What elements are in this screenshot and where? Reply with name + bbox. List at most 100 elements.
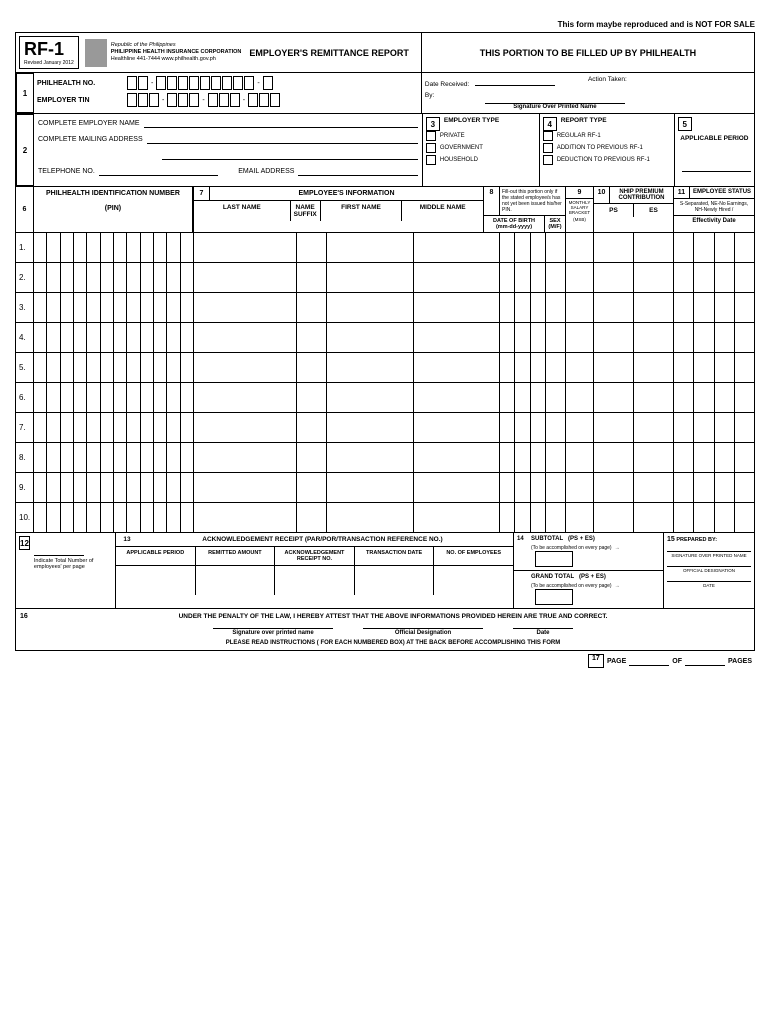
section-16-number: 16 [20, 613, 36, 646]
ack-receipt-label: ACKNOWLEDGEMENT RECEIPT (PAR/POR/TRANSAC… [135, 536, 510, 543]
employer-tin-input[interactable] [127, 93, 159, 107]
government-checkbox[interactable] [426, 143, 436, 153]
msb-label: MONTHLY SALARY BRACKET [566, 199, 593, 216]
section-15-number: 15 [667, 536, 675, 543]
applicable-period-label: APPLICABLE PERIOD [678, 135, 751, 142]
employee-row-8[interactable]: 8. [16, 442, 754, 472]
page-num-input[interactable] [629, 656, 669, 666]
date-line[interactable]: DATE [667, 581, 751, 588]
mailing-address-input[interactable] [147, 134, 418, 144]
sig-line-name[interactable]: Signature over printed name [213, 628, 333, 636]
employee-row-4[interactable]: 4. [16, 322, 754, 352]
subtotal-input[interactable] [535, 551, 573, 567]
employee-row-6[interactable]: 6. [16, 382, 754, 412]
deduction-checkbox[interactable] [543, 155, 553, 165]
section-1-number: 1 [16, 73, 34, 113]
form-code-box: RF-1 Revised January 2012 [19, 36, 79, 69]
section-8-number: 8 [484, 187, 500, 215]
section-6-number: 6 [16, 187, 34, 232]
section-2-number: 2 [16, 114, 34, 186]
section-11-number: 11 [674, 187, 690, 198]
ack-data-row[interactable] [116, 565, 513, 595]
employer-tin-label: EMPLOYER TIN [37, 97, 127, 104]
form-title: EMPLOYER'S REMITTANCE REPORT [249, 48, 408, 58]
email-label: EMAIL ADDRESS [238, 168, 294, 175]
dob-header: DATE OF BIRTH(mm-dd-yyyy) [484, 216, 545, 232]
employee-row-9[interactable]: 9. [16, 472, 754, 502]
es-header: ES [634, 204, 673, 217]
suffix-header: NAME SUFFIX [291, 201, 321, 221]
section-17-number: 17 [588, 654, 604, 668]
middle-name-header: MIDDLE NAME [402, 201, 483, 221]
attestation-text: UNDER THE PENALTY OF THE LAW, I HEREBY A… [36, 613, 750, 620]
section-7-number: 7 [194, 187, 210, 200]
col-remitted-amount: REMITTED AMOUNT [196, 547, 276, 565]
arrow-icon: → [615, 545, 620, 551]
employee-row-10[interactable]: 10. [16, 502, 754, 532]
section-12-number: 12 [19, 536, 30, 550]
email-input[interactable] [298, 166, 417, 176]
by-label: By: [425, 92, 434, 99]
prepared-by-label: PREPARED BY: [676, 537, 717, 543]
section-9-number: 9 [566, 187, 593, 199]
mailing-address-label: COMPLETE MAILING ADDRESS [38, 136, 143, 143]
sig-name-line[interactable]: SIGNATURE OVER PRINTED NAME [667, 551, 751, 558]
corp-text: Republic of the Philippines PHILIPPINE H… [111, 42, 242, 63]
effectivity-date-label: Effectivity Date [674, 215, 754, 226]
section-14-number: 14 [517, 536, 531, 542]
employee-status-label: EMPLOYEE STATUS [690, 187, 754, 198]
household-checkbox[interactable] [426, 155, 436, 165]
date-received-label: Date Received: [425, 81, 469, 88]
private-checkbox[interactable] [426, 131, 436, 141]
form-code: RF-1 [24, 39, 74, 60]
header-row: RF-1 Revised January 2012 Republic of th… [16, 33, 754, 72]
telephone-label: TELEPHONE NO. [38, 168, 95, 175]
last-name-header: LAST NAME [194, 201, 291, 221]
addition-checkbox[interactable] [543, 143, 553, 153]
sig-line-designation[interactable]: Official Designation [363, 628, 483, 636]
section-13-number: 13 [119, 536, 135, 543]
status-note: S-Separated, NE-No Earnings, NH-Newly Hi… [674, 199, 754, 215]
sex-header: SEX(M/F) [545, 216, 565, 232]
employer-type-label: EMPLOYER TYPE [444, 117, 499, 128]
sec8-note: Fill-out this portion only if the stated… [500, 187, 565, 215]
instruction-text: PLEASE READ INSTRUCTIONS ( FOR EACH NUMB… [36, 640, 750, 646]
regular-rf1-checkbox[interactable] [543, 131, 553, 141]
section-10-number: 10 [594, 187, 610, 203]
employee-row-5[interactable]: 5. [16, 352, 754, 382]
sig-over-name-label: Signature Over Printed Name [485, 103, 625, 110]
contribution-label: NHIP PREMIUM CONTRIBUTION [610, 187, 673, 203]
employee-info-label: EMPLOYEE'S INFORMATION [210, 187, 483, 200]
report-type-label: REPORT TYPE [561, 117, 607, 128]
pin-label: PHILHEALTH IDENTIFICATION NUMBER [37, 190, 189, 197]
ps-header: PS [594, 204, 634, 217]
first-name-header: FIRST NAME [321, 201, 403, 221]
section-4-number: 4 [543, 117, 557, 131]
philhealth-no-input[interactable] [127, 76, 148, 90]
page-total-input[interactable] [685, 656, 725, 666]
designation-line[interactable]: OFFICIAL DESIGNATION [667, 566, 751, 573]
col-ack-receipt-no: ACKNOWLEDGEMENT RECEIPT NO. [275, 547, 355, 565]
employee-row-1[interactable]: 1. [16, 232, 754, 262]
grandtotal-input[interactable] [535, 589, 573, 605]
page-footer: 17 PAGE OF PAGES [15, 651, 755, 671]
applicable-period-input[interactable] [682, 162, 751, 172]
col-no-employees: NO. OF EMPLOYEES [434, 547, 513, 565]
form-revised: Revised January 2012 [24, 60, 74, 66]
total-employees-input[interactable] [34, 536, 84, 556]
col-transaction-date: TRANSACTION DATE [355, 547, 435, 565]
telephone-input[interactable] [99, 166, 218, 176]
employee-row-7[interactable]: 7. [16, 412, 754, 442]
philhealth-portion-label: THIS PORTION TO BE FILLED UP BY PHILHEAL… [422, 33, 754, 72]
employer-name-input[interactable] [144, 118, 418, 128]
col-applicable-period: APPLICABLE PERIOD [116, 547, 196, 565]
form-container: RF-1 Revised January 2012 Republic of th… [15, 32, 755, 651]
employee-row-3[interactable]: 3. [16, 292, 754, 322]
philhealth-no-label: PHILHEALTH NO. [37, 80, 127, 87]
sec12-label: Indicate Total Number of employees' per … [34, 558, 112, 570]
sig-line-date[interactable]: Date [513, 628, 573, 636]
employee-row-2[interactable]: 2. [16, 262, 754, 292]
section-5-number: 5 [678, 117, 692, 131]
section-3-number: 3 [426, 117, 440, 131]
employer-name-label: COMPLETE EMPLOYER NAME [38, 120, 140, 127]
